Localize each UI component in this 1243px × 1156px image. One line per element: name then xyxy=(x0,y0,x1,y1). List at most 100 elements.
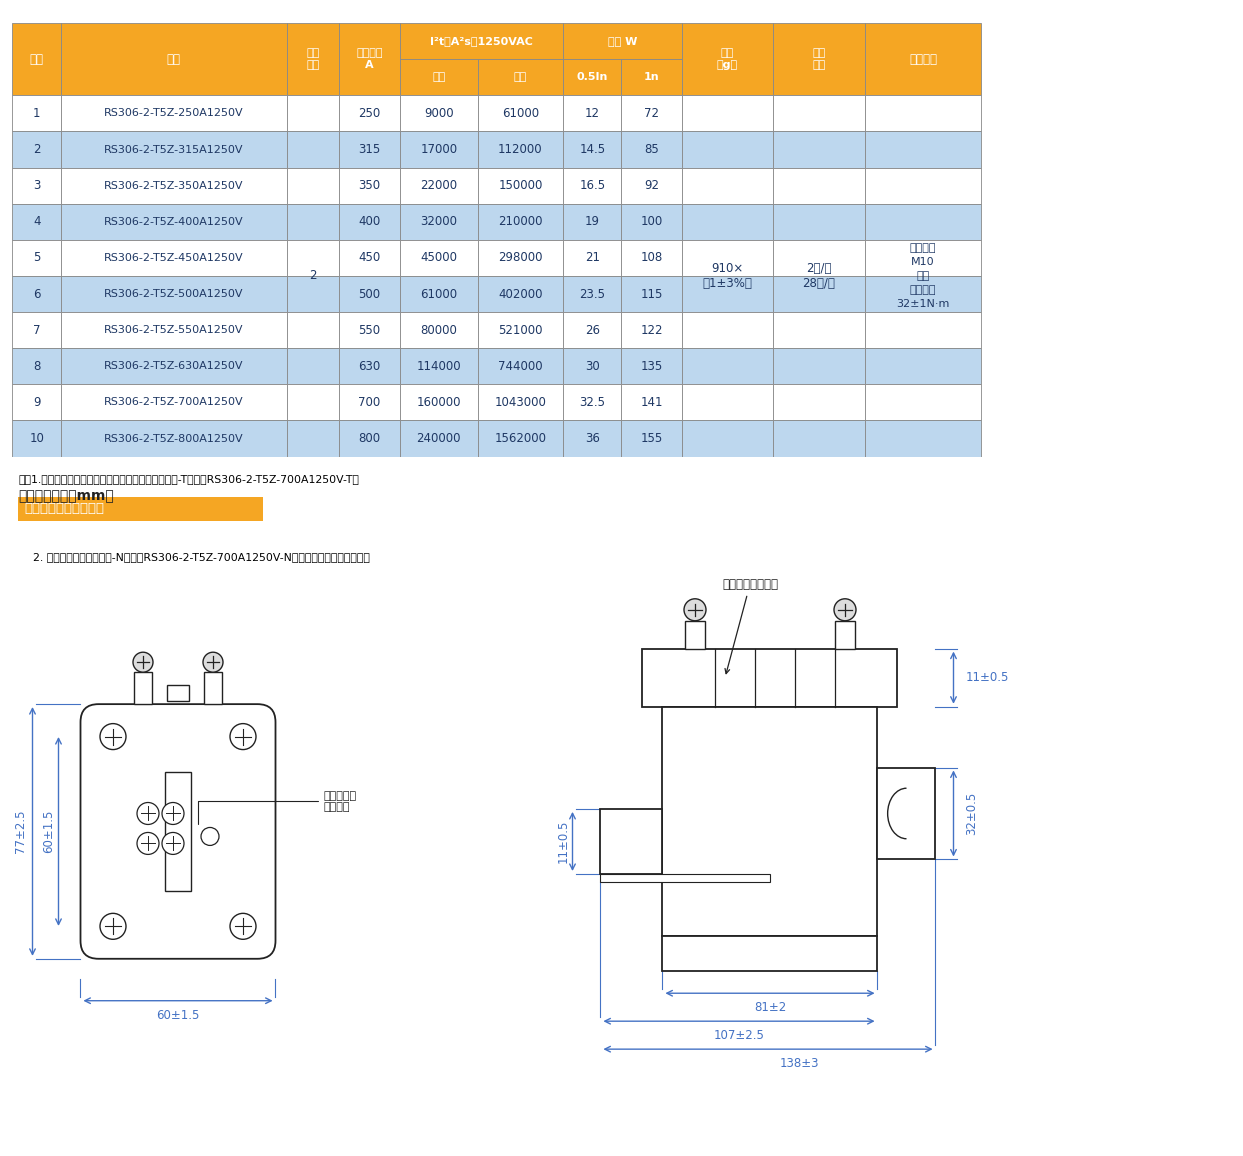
Bar xyxy=(663,936,878,971)
Text: RS306-2-T5Z-400A1250V: RS306-2-T5Z-400A1250V xyxy=(104,217,244,227)
Bar xyxy=(12,276,61,312)
Circle shape xyxy=(834,599,856,621)
Bar xyxy=(339,276,400,312)
Circle shape xyxy=(684,599,706,621)
Text: 112000: 112000 xyxy=(498,143,543,156)
Bar xyxy=(17,497,264,521)
Text: 32.5: 32.5 xyxy=(579,397,605,409)
Bar xyxy=(477,203,563,240)
Text: 550: 550 xyxy=(358,324,380,336)
Bar xyxy=(12,312,61,348)
Text: 17000: 17000 xyxy=(420,143,457,156)
Text: 61000: 61000 xyxy=(420,288,457,301)
Circle shape xyxy=(230,724,256,749)
Bar xyxy=(563,276,622,312)
Bar xyxy=(865,312,981,348)
Bar xyxy=(773,348,865,384)
Text: 5: 5 xyxy=(34,252,41,265)
Text: 32±0.5: 32±0.5 xyxy=(966,792,978,835)
Text: 77±2.5: 77±2.5 xyxy=(15,809,27,853)
Text: 72: 72 xyxy=(644,108,660,120)
Bar xyxy=(600,809,663,874)
Bar xyxy=(61,421,286,457)
Bar xyxy=(400,421,477,457)
Text: 12: 12 xyxy=(584,108,600,120)
Text: 115: 115 xyxy=(640,288,664,301)
Circle shape xyxy=(133,652,153,672)
Text: 210000: 210000 xyxy=(498,215,543,228)
Bar xyxy=(563,240,622,276)
Bar xyxy=(12,168,61,203)
Bar xyxy=(622,348,682,384)
Bar xyxy=(865,203,981,240)
Bar xyxy=(622,384,682,421)
Bar xyxy=(61,384,286,421)
Bar xyxy=(865,384,981,421)
Circle shape xyxy=(137,802,159,824)
Bar xyxy=(865,348,981,384)
Text: 60±1.5: 60±1.5 xyxy=(157,1009,200,1022)
Text: 61000: 61000 xyxy=(502,108,539,120)
Bar xyxy=(477,348,563,384)
Bar xyxy=(622,240,682,276)
Bar xyxy=(339,421,400,457)
Bar xyxy=(286,23,339,96)
Text: 1043000: 1043000 xyxy=(495,397,547,409)
Bar xyxy=(773,421,865,457)
Bar xyxy=(61,23,286,96)
Bar xyxy=(339,132,400,168)
Bar xyxy=(682,312,773,348)
Bar xyxy=(865,96,981,132)
Bar xyxy=(865,276,981,312)
Bar xyxy=(773,384,865,421)
Text: 700: 700 xyxy=(358,397,380,409)
Bar xyxy=(339,203,400,240)
Bar xyxy=(12,421,61,457)
Bar xyxy=(600,874,769,882)
Text: 60±1.5: 60±1.5 xyxy=(42,809,56,853)
Circle shape xyxy=(230,913,256,940)
Text: 2: 2 xyxy=(34,143,41,156)
Bar xyxy=(773,96,865,132)
Bar xyxy=(643,649,897,706)
Text: 19: 19 xyxy=(584,215,600,228)
Circle shape xyxy=(99,913,126,940)
Bar xyxy=(400,203,477,240)
Bar xyxy=(835,621,855,649)
Text: 重量
（g）: 重量 （g） xyxy=(717,49,738,71)
Bar xyxy=(563,312,622,348)
Text: 4: 4 xyxy=(34,215,41,228)
Bar xyxy=(286,421,339,457)
Text: 11±0.5: 11±0.5 xyxy=(966,672,1009,684)
Text: 150000: 150000 xyxy=(498,179,543,192)
Text: 9: 9 xyxy=(34,397,41,409)
Text: 2只/盒
28只/筱: 2只/盒 28只/筱 xyxy=(803,262,835,290)
Bar xyxy=(682,276,773,312)
Bar xyxy=(773,132,865,168)
Text: 800: 800 xyxy=(358,432,380,445)
Bar xyxy=(477,421,563,457)
Bar xyxy=(339,312,400,348)
Bar xyxy=(400,312,477,348)
Bar xyxy=(61,168,286,203)
Bar xyxy=(477,240,563,276)
Bar xyxy=(12,23,61,96)
Bar xyxy=(622,203,682,240)
Text: 32000: 32000 xyxy=(420,215,457,228)
Bar xyxy=(12,348,61,384)
Bar xyxy=(286,203,339,240)
Text: 402000: 402000 xyxy=(498,288,543,301)
Bar xyxy=(865,421,981,457)
Text: 141: 141 xyxy=(640,397,664,409)
Bar xyxy=(682,168,773,203)
Text: 135: 135 xyxy=(641,360,663,372)
Text: 可视指示器
安装位置: 可视指示器 安装位置 xyxy=(198,791,357,824)
Bar xyxy=(61,312,286,348)
Bar xyxy=(400,132,477,168)
Bar xyxy=(61,203,286,240)
Bar xyxy=(682,96,773,132)
Text: RS306-2-T5Z-315A1250V: RS306-2-T5Z-315A1250V xyxy=(104,144,244,155)
Text: 包装
数量: 包装 数量 xyxy=(812,49,825,71)
Text: 160000: 160000 xyxy=(416,397,461,409)
Bar xyxy=(563,421,622,457)
